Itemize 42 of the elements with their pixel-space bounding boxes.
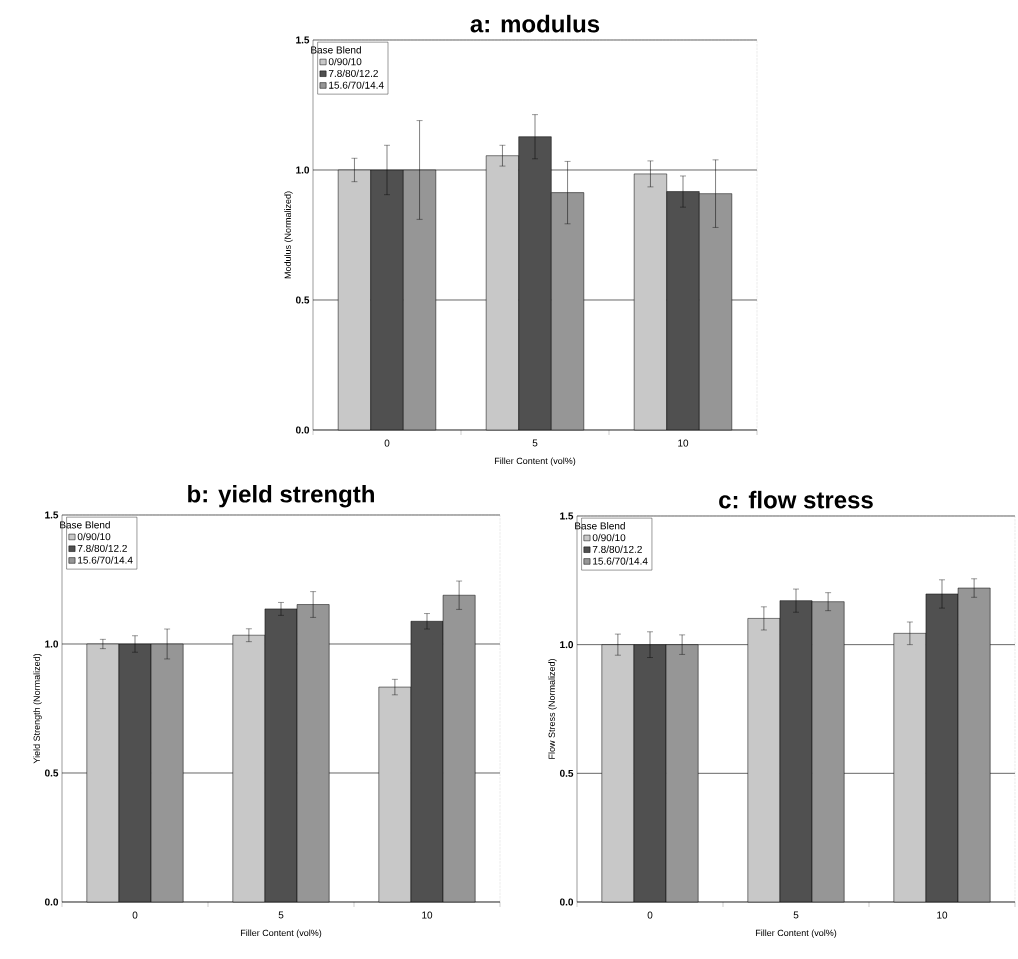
x-axis-title: Filler Content (vol%) [494, 457, 576, 466]
legend-title: Base Blend [60, 521, 110, 529]
x-tick-label: 5 [278, 911, 284, 919]
chart-title: a: modulus [470, 14, 600, 33]
y-axis-title: Flow Stress (Normalized) [548, 659, 557, 759]
legend-label: 7.8/80/12.2 [328, 69, 378, 77]
legend-label: 15.6/70/14.4 [78, 556, 133, 564]
y-tick-label: 1.0 [45, 640, 59, 648]
y-tick-label: 0.5 [559, 769, 574, 777]
y-axis-title: Yield Strength (Normalized) [33, 653, 42, 764]
y-tick-label: 0.0 [44, 898, 59, 906]
y-tick-label: 0.5 [44, 769, 59, 777]
chart-title: c: flow stress [719, 490, 873, 509]
legend-title: Base Blend [575, 522, 625, 530]
x-tick-label: 10 [678, 439, 689, 447]
legend-label: 7.8/80/12.2 [592, 545, 642, 553]
legend-label: 7.8/80/12.2 [77, 544, 127, 552]
legend-label: 15.6/70/14.4 [593, 557, 648, 565]
y-tick-label: 0.0 [295, 426, 310, 434]
y-tick-label: 1.5 [296, 36, 310, 44]
x-tick-label: 0 [647, 911, 653, 919]
y-tick-label: 0.0 [559, 898, 574, 906]
legend-label: 0/90/10 [328, 57, 362, 66]
y-tick-label: 1.5 [45, 511, 59, 519]
x-tick-label: 10 [422, 911, 433, 919]
x-tick-label: 0 [132, 911, 138, 919]
x-axis-title: Filler Content (vol%) [755, 929, 837, 938]
y-tick-label: 1.0 [560, 641, 574, 649]
legend-label: 0/90/10 [77, 532, 111, 541]
legend-label: 15.6/70/14.4 [329, 81, 384, 89]
x-tick-label: 5 [532, 439, 538, 447]
legend-label: 0/90/10 [592, 533, 626, 542]
legend-title: Base Blend [311, 46, 361, 54]
y-axis-title: Modulus (Normalized) [284, 191, 293, 279]
chart-title: b: yield strength [188, 484, 374, 508]
y-tick-label: 1.5 [560, 512, 574, 520]
x-axis-title: Filler Content (vol%) [240, 929, 322, 938]
y-tick-label: 0.5 [295, 296, 310, 304]
x-tick-label: 10 [937, 911, 948, 919]
x-tick-label: 5 [793, 911, 799, 919]
x-tick-label: 0 [384, 439, 390, 447]
y-tick-label: 1.0 [296, 166, 310, 174]
